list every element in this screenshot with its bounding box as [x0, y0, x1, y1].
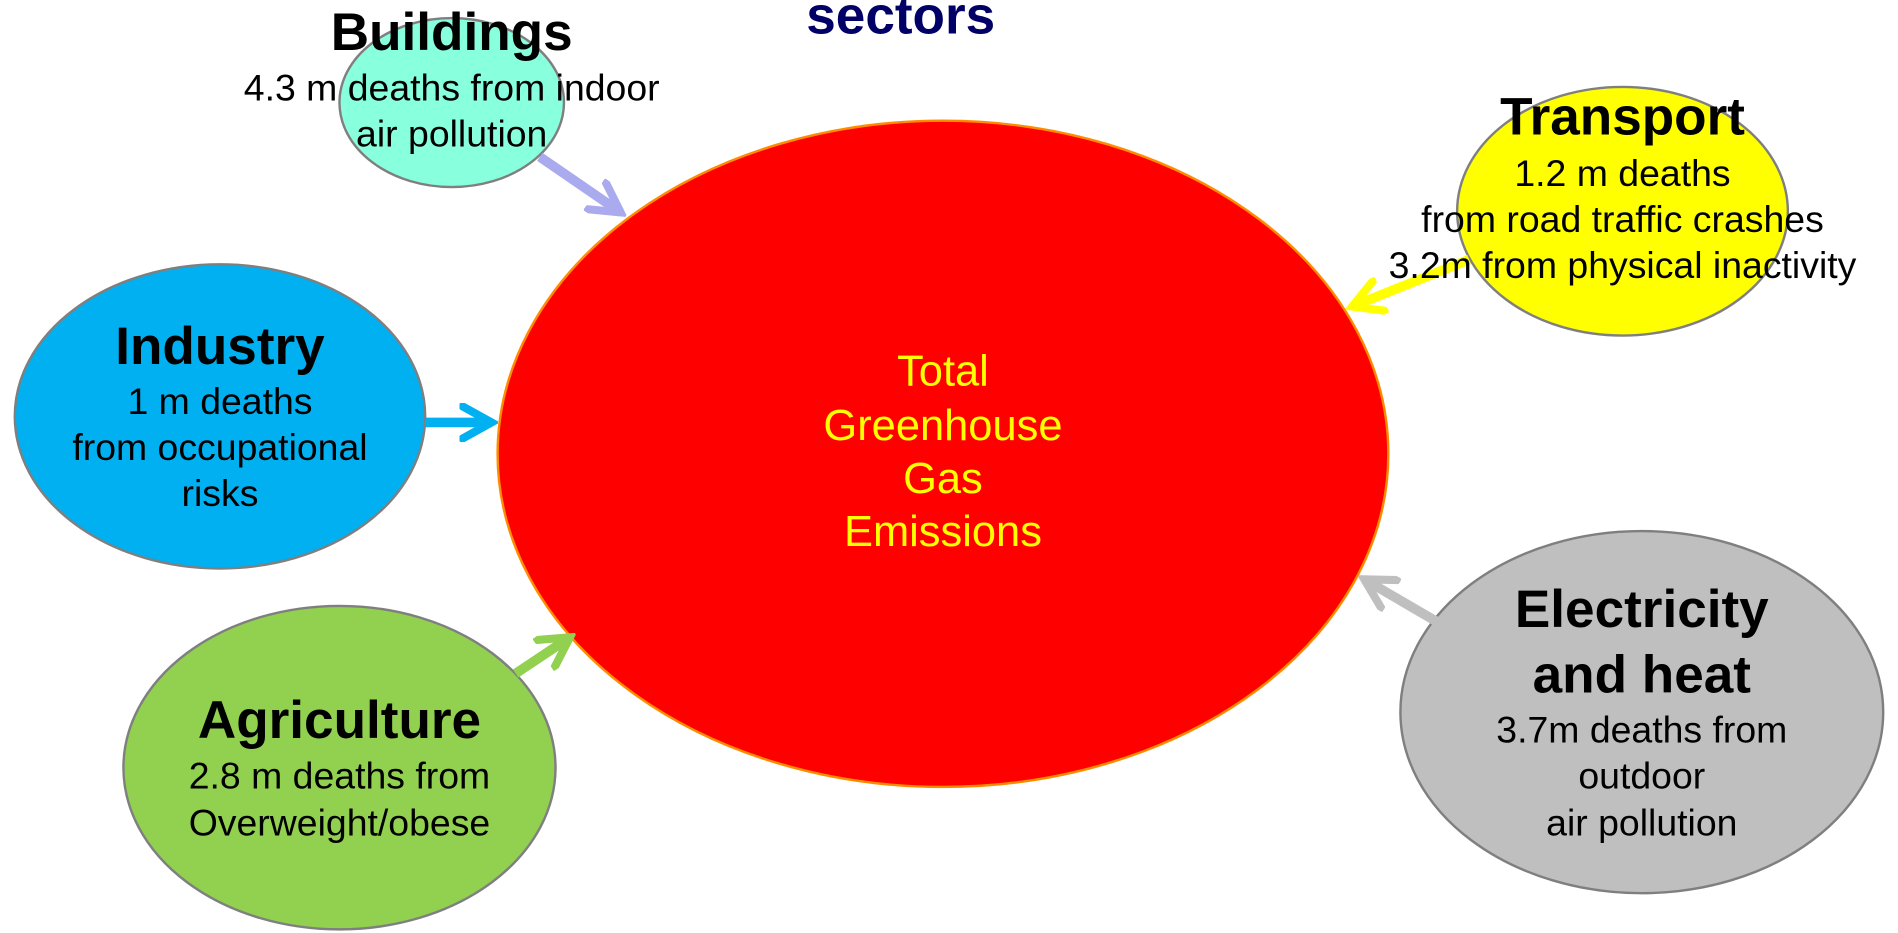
transport-ellipse — [1455, 85, 1790, 337]
arrow — [1364, 579, 1440, 626]
node-line: from road traffic crashes — [1421, 198, 1824, 240]
node-line: air pollution — [356, 112, 547, 154]
node-line: Overweight/obese — [189, 801, 491, 843]
node-line: 1.2 m deaths — [1514, 152, 1730, 194]
agriculture-ellipse — [122, 604, 557, 931]
node-line: 3.7m deaths from — [1496, 709, 1787, 751]
industry-ellipse — [13, 263, 427, 570]
node-line: risks — [182, 472, 259, 514]
node-title: Agriculture — [198, 691, 481, 750]
node-line: 3.2m from physical inactivity — [1389, 244, 1857, 286]
node-title: Electricity — [1515, 580, 1769, 639]
center-line: Greenhouse — [823, 402, 1062, 450]
node-line: 2.8 m deaths from — [189, 754, 490, 796]
title: sectors — [806, 0, 995, 45]
node-title: Transport — [1500, 88, 1745, 147]
node-line: air pollution — [1546, 801, 1737, 843]
node-title: and heat — [1533, 645, 1752, 704]
node-line: 1 m deaths — [127, 380, 312, 422]
center-line: Emissions — [844, 508, 1042, 556]
center-line: Total — [897, 348, 989, 396]
node-line: 4.3 m deaths from indoor — [244, 66, 660, 108]
buildings-ellipse — [338, 16, 566, 189]
arrow — [1352, 255, 1472, 307]
electricity-ellipse — [1399, 529, 1885, 895]
node-line: from occupational — [72, 426, 367, 468]
arrow — [513, 637, 570, 678]
arrow — [537, 152, 621, 213]
center-ellipse — [496, 119, 1390, 789]
center-line: Gas — [903, 455, 983, 503]
node-title: Buildings — [331, 3, 573, 62]
node-line: outdoor — [1578, 754, 1705, 796]
node-title: Industry — [115, 317, 325, 376]
